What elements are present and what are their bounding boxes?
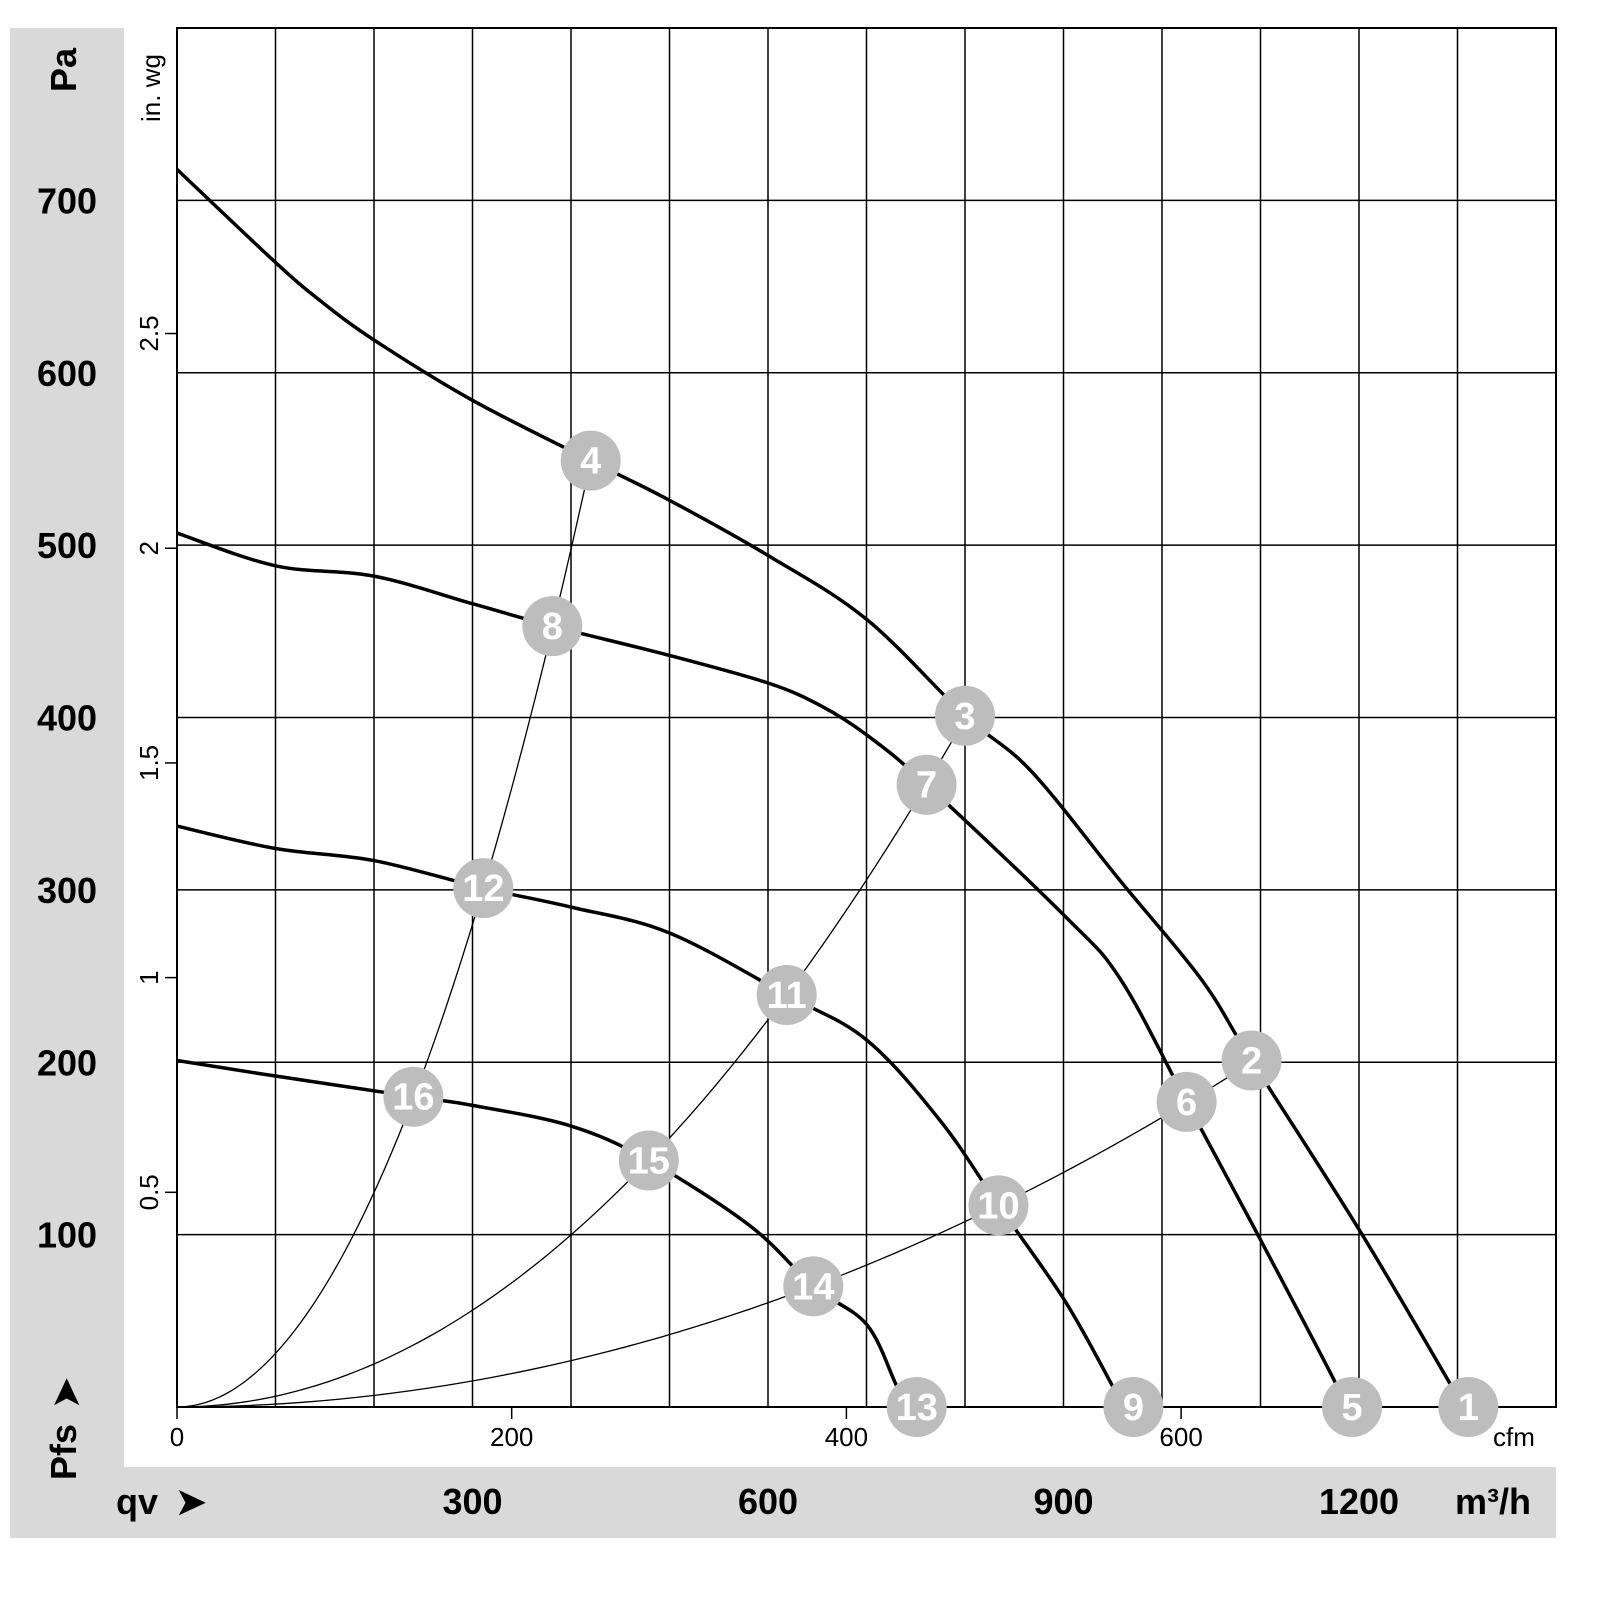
marker-circle	[1438, 1377, 1499, 1437]
fan-curve	[176, 531, 1347, 1408]
y-tick-label: 600	[37, 353, 97, 394]
marker-circle	[968, 1175, 1029, 1236]
marker-circle	[383, 1066, 444, 1127]
operating-point-marker: 14	[783, 1256, 844, 1317]
marker-label: 10	[977, 1185, 1019, 1227]
operating-point-marker: 2	[1221, 1030, 1282, 1091]
marker-circle	[1156, 1071, 1217, 1132]
marker-label: 16	[392, 1077, 434, 1119]
inwg-tick-label: 2	[134, 541, 164, 555]
y-axis-label: Pfs	[43, 1424, 84, 1480]
system-curve	[176, 1060, 1254, 1408]
operating-point-marker: 16	[383, 1066, 444, 1127]
x-unit-label: m³/h	[1455, 1481, 1531, 1522]
marker-label: 2	[1241, 1041, 1262, 1083]
marker-circle	[783, 1256, 844, 1317]
x-axis-label: qv	[116, 1481, 158, 1522]
marker-label: 6	[1176, 1082, 1197, 1124]
cfm-tick-label: 600	[1159, 1422, 1202, 1452]
operating-point-marker: 4	[560, 430, 621, 491]
marker-label: 1	[1458, 1387, 1479, 1429]
marker-circle	[1103, 1377, 1164, 1437]
system-curves	[176, 452, 1254, 1408]
operating-point-marker: 10	[968, 1175, 1029, 1236]
x-tick-label: 900	[1033, 1481, 1093, 1522]
y-unit-label: Pa	[43, 47, 84, 92]
marker-label: 13	[896, 1387, 938, 1429]
cfm-tick-label: 0	[170, 1422, 184, 1452]
marker-label: 11	[767, 975, 807, 1017]
marker-circle	[1221, 1030, 1282, 1091]
marker-label: 5	[1342, 1387, 1363, 1429]
operating-point-marker: 1	[1438, 1377, 1499, 1437]
marker-circle	[896, 754, 957, 815]
marker-circle	[522, 596, 583, 657]
inwg-tick-label: 1.5	[134, 745, 164, 781]
x-tick-label: 300	[442, 1481, 502, 1522]
marker-circle	[756, 965, 817, 1026]
system-curve	[176, 452, 594, 1408]
x-tick-label: 600	[738, 1481, 798, 1522]
cfm-unit-label: cfm	[1493, 1422, 1535, 1452]
grid	[176, 27, 1557, 1408]
y-axis-arrow: ➤	[45, 1378, 86, 1408]
marker-label: 14	[792, 1266, 834, 1308]
fan-curve	[175, 168, 1465, 1408]
marker-label: 15	[628, 1141, 670, 1183]
operating-point-marker: 6	[1156, 1071, 1217, 1132]
cfm-tick-label: 200	[490, 1422, 533, 1452]
x-tick-label: 1200	[1319, 1481, 1399, 1522]
marker-label: 4	[580, 441, 601, 483]
y-tick-label: 500	[37, 525, 97, 566]
marker-circle	[886, 1377, 947, 1437]
y-tick-label: 100	[37, 1215, 97, 1256]
operating-point-marker: 13	[886, 1377, 947, 1437]
marker-circle	[453, 858, 514, 919]
operating-point-marker: 9	[1103, 1377, 1164, 1437]
y-tick-label: 700	[37, 180, 97, 221]
inwg-tick-label: 2.5	[134, 315, 164, 351]
operating-point-marker: 7	[896, 754, 957, 815]
y-tick-label: 300	[37, 870, 97, 911]
marker-circle	[1322, 1377, 1383, 1437]
inwg-unit-label: in. wg	[136, 54, 166, 122]
operating-point-marker: 15	[618, 1130, 679, 1191]
inwg-tick-label: 0.5	[134, 1174, 164, 1210]
marker-circle	[618, 1130, 679, 1191]
x-axis-arrow: ➤	[176, 1481, 206, 1522]
operating-point-marker: 3	[935, 685, 995, 746]
marker-label: 3	[954, 696, 975, 738]
inwg-tick-label: 1	[134, 970, 164, 984]
bottom-axis-panel	[10, 1467, 1556, 1538]
left-axis-panel	[10, 28, 124, 1468]
system-curve	[176, 714, 968, 1408]
operating-point-marker: 12	[453, 858, 514, 919]
y-tick-label: 200	[37, 1042, 97, 1083]
marker-label: 9	[1123, 1387, 1144, 1429]
cfm-tick-label: 400	[825, 1422, 868, 1452]
operating-point-marker: 8	[522, 596, 583, 657]
marker-label: 8	[542, 606, 563, 648]
y-tick-label: 400	[37, 698, 97, 739]
operating-point-marker: 11	[756, 965, 817, 1026]
marker-label: 12	[462, 868, 504, 910]
operating-point-marker: 5	[1322, 1377, 1383, 1437]
marker-label: 7	[916, 765, 937, 807]
marker-circle	[935, 685, 995, 746]
marker-circle	[560, 430, 621, 491]
